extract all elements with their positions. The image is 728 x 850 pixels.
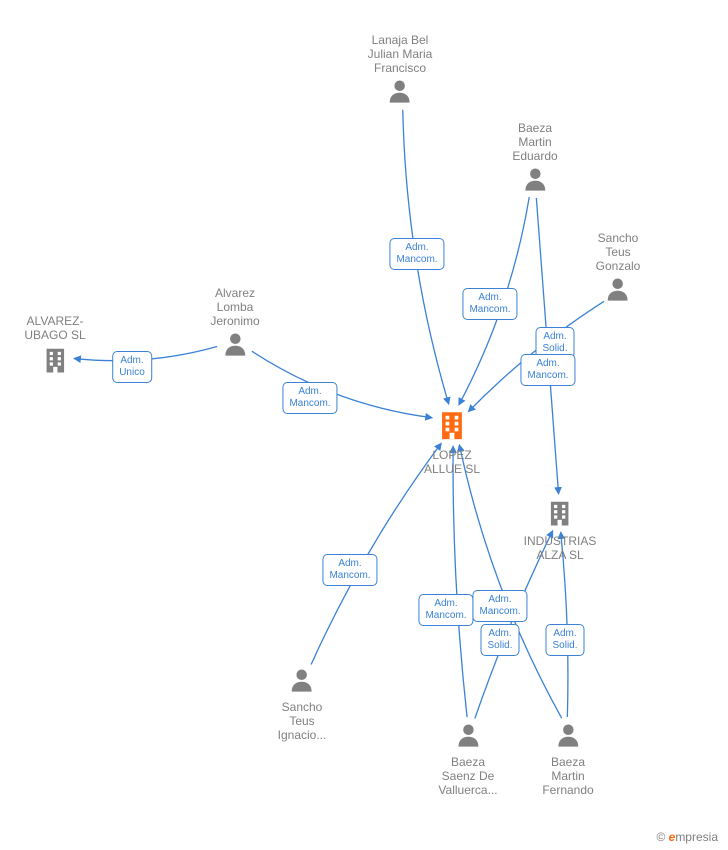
node-baezaS[interactable]: BaezaSaenz DeValluerca... bbox=[438, 721, 497, 797]
node-lopez[interactable]: LOPEZALLUE SL bbox=[424, 408, 480, 477]
edge-label: Adm.Solid. bbox=[480, 624, 519, 656]
node-alvubago[interactable]: ALVAREZ-UBAGO SL bbox=[24, 315, 85, 380]
edge-label: Adm.Mancom. bbox=[418, 594, 473, 626]
brand-name: empresia bbox=[669, 830, 718, 844]
building-icon bbox=[435, 408, 469, 447]
node-baezaF[interactable]: BaezaMartinFernando bbox=[542, 721, 593, 797]
node-label: Lanaja BelJulian MariaFrancisco bbox=[368, 34, 433, 75]
person-icon bbox=[288, 666, 316, 699]
node-label: BaezaSaenz DeValluerca... bbox=[438, 756, 497, 797]
copyright-symbol: © bbox=[656, 830, 665, 844]
edge-label: Adm.Mancom. bbox=[472, 590, 527, 622]
person-icon bbox=[554, 721, 582, 754]
node-industA[interactable]: INDUSTRIASALZA SL bbox=[524, 498, 597, 563]
node-sanchoI[interactable]: SanchoTeusIgnacio... bbox=[278, 666, 327, 742]
edge-label: Adm.Unico bbox=[112, 351, 152, 383]
edge-label: Adm.Mancom. bbox=[462, 288, 517, 320]
node-alvarezL[interactable]: AlvarezLombaJeronimo bbox=[210, 287, 259, 363]
node-lanaja[interactable]: Lanaja BelJulian MariaFrancisco bbox=[368, 34, 433, 110]
edge-label: Adm.Solid. bbox=[545, 624, 584, 656]
edge-line bbox=[252, 351, 432, 418]
node-baezaE[interactable]: BaezaMartinEduardo bbox=[512, 122, 557, 198]
edges-layer bbox=[0, 0, 728, 850]
node-label: ALVAREZ-UBAGO SL bbox=[24, 315, 85, 343]
person-icon bbox=[386, 77, 414, 110]
person-icon bbox=[521, 165, 549, 198]
building-icon bbox=[40, 345, 70, 380]
person-icon bbox=[604, 275, 632, 308]
person-icon bbox=[221, 330, 249, 363]
node-label: BaezaMartinFernando bbox=[542, 756, 593, 797]
node-label: INDUSTRIASALZA SL bbox=[524, 535, 597, 563]
edge-line bbox=[453, 446, 467, 717]
edge-label: Adm.Mancom. bbox=[520, 354, 575, 386]
building-icon bbox=[545, 498, 575, 533]
node-label: LOPEZALLUE SL bbox=[424, 449, 480, 477]
node-sanchoG[interactable]: SanchoTeusGonzalo bbox=[596, 232, 641, 308]
copyright: © empresia bbox=[656, 830, 718, 844]
edge-line bbox=[459, 445, 561, 718]
network-diagram: Lanaja BelJulian MariaFrancisco BaezaMar… bbox=[0, 0, 728, 850]
person-icon bbox=[454, 721, 482, 754]
node-label: AlvarezLombaJeronimo bbox=[210, 287, 259, 328]
node-label: BaezaMartinEduardo bbox=[512, 122, 557, 163]
edge-label: Adm.Mancom. bbox=[389, 238, 444, 270]
node-label: SanchoTeusGonzalo bbox=[596, 232, 641, 273]
node-label: SanchoTeusIgnacio... bbox=[278, 701, 327, 742]
edge-label: Adm.Mancom. bbox=[322, 554, 377, 586]
edge-label: Adm.Mancom. bbox=[282, 382, 337, 414]
